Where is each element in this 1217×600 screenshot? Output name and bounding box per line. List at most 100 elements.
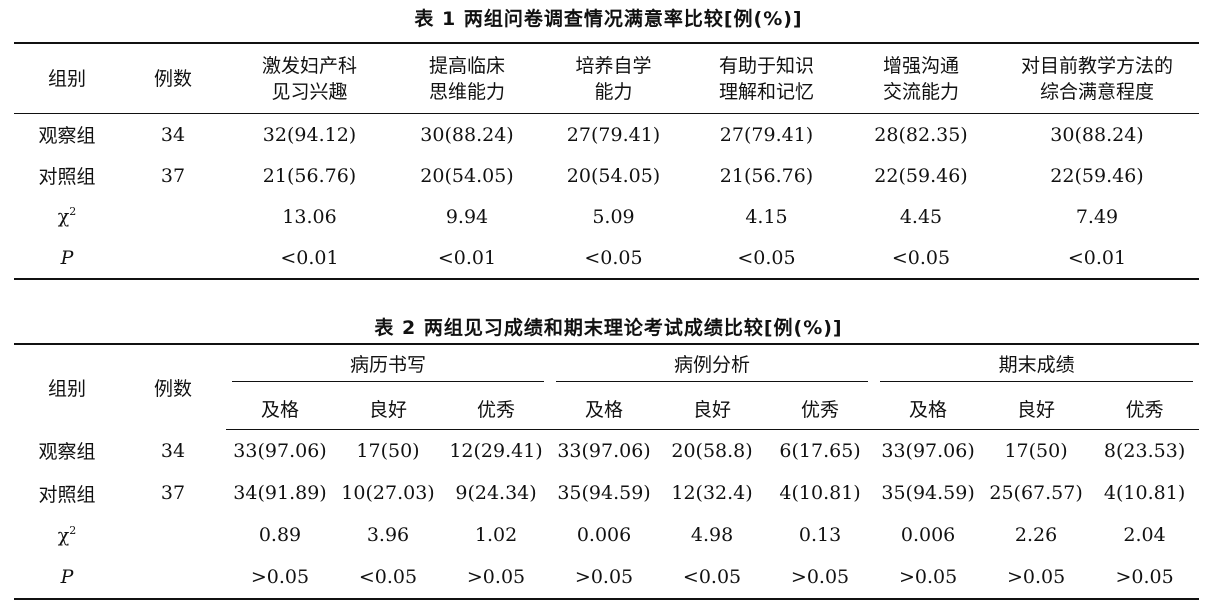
table-cell: 37 <box>160 482 186 504</box>
table-cell: 9(24.34) <box>455 482 537 504</box>
table-cell: <0.01 <box>280 246 339 269</box>
table-cell: 7.49 <box>1075 205 1119 228</box>
table-cell: 对照组 <box>38 483 96 506</box>
table-cell: >0.05 <box>898 566 958 588</box>
table-cell: >0.05 <box>1115 566 1174 588</box>
table-cell: 4(10.81) <box>1103 482 1186 504</box>
table1-header-cell: 对目前教学方法的 综合满意程度 <box>995 43 1199 114</box>
table2-subheader-row: 及格 良好 优秀 及格 良好 优秀 及格 良好 优秀 <box>14 387 1200 430</box>
table-cell: <0.01 <box>1067 246 1127 269</box>
table2-subheader: 良好 <box>658 387 767 430</box>
table-cell: 10(27.03) <box>341 482 435 504</box>
table-cell: 观察组 <box>38 125 96 147</box>
table1-header-cell: 提高临床 思维能力 <box>393 43 541 114</box>
table-cell: >0.05 <box>574 566 634 588</box>
table-cell: 0.006 <box>576 524 632 546</box>
table-cell: 17(50) <box>1004 440 1068 462</box>
table-cell: 17(50) <box>356 440 420 462</box>
table-cell: 30(88.24) <box>1050 123 1144 146</box>
table2-group-header-row: 组别 例数 病历书写 病例分析 期末成绩 <box>14 344 1199 400</box>
table-cell: 0.89 <box>258 524 302 546</box>
table-cell: 20(54.05) <box>566 164 661 187</box>
table-row: χ2 0.89 3.96 1.02 0.006 4.98 0.13 0.006 … <box>14 514 1199 556</box>
table-cell: 4.98 <box>690 524 734 546</box>
table-cell: 28(82.35) <box>874 123 968 146</box>
table-cell: 35(94.59) <box>557 482 651 504</box>
p-value-label: P <box>60 246 74 269</box>
table2-group-header: 期末成绩 <box>874 344 1199 387</box>
table-cell: 20(54.05) <box>420 164 514 187</box>
table-cell: 34 <box>160 123 186 146</box>
table1: 组别 例数 激发妇产科 见习兴趣 提高临床 思维能力 培养自学 能力 有助于知识 理解和… <box>14 42 1199 280</box>
table-cell: <0.05 <box>584 246 643 269</box>
table-cell: <0.05 <box>358 566 418 588</box>
table-cell: 观察组 <box>38 441 96 464</box>
table1-header-cell: 有助于知识 理解和记忆 <box>686 43 847 114</box>
table-cell: >0.05 <box>466 566 526 588</box>
table2-subheader: 优秀 <box>442 387 551 430</box>
table-cell: 22(59.46) <box>1050 164 1144 187</box>
table-cell: 21(56.76) <box>719 164 814 187</box>
table-cell: 12(29.41) <box>449 440 543 462</box>
table2-subheader: 优秀 <box>1090 387 1200 430</box>
table-cell: 4.15 <box>745 205 788 228</box>
table-cell: 25(67.57) <box>989 482 1083 504</box>
table-cell: 27(79.41) <box>566 123 661 146</box>
table1-header-cell: 激发妇产科 见习兴趣 <box>226 43 393 114</box>
table2-subheader: 及格 <box>874 387 983 430</box>
table-row: χ2 13.06 9.94 5.09 4.15 4.45 7.49 <box>14 196 1199 237</box>
table-cell: 21(56.76) <box>262 164 357 187</box>
table-cell: 27(79.41) <box>719 123 814 146</box>
p-value-label: P <box>60 566 74 588</box>
table-cell: 8(23.53) <box>1103 440 1186 462</box>
chi-square-label: χ2 <box>57 205 77 228</box>
table1-header-cell: 例数 <box>120 43 226 114</box>
chi-square-label: χ2 <box>57 523 77 547</box>
table1-header-cell: 组别 <box>14 43 120 114</box>
table-cell: 33(97.06) <box>557 440 651 462</box>
table-cell: 33(97.06) <box>233 440 327 462</box>
table1-header-cell: 增强沟通 交流能力 <box>847 43 995 114</box>
table-cell: 对照组 <box>38 166 96 188</box>
table-cell: 37 <box>160 164 186 187</box>
table-cell: >0.05 <box>250 566 310 588</box>
table1-header-row: 组别 例数 激发妇产科 见习兴趣 提高临床 思维能力 培养自学 能力 有助于知识 理解和… <box>14 43 1199 114</box>
table2-subheader: 良好 <box>334 387 442 430</box>
table-cell: 34 <box>160 439 186 462</box>
table-row: P >0.05 <0.05 >0.05 >0.05 <0.05 >0.05 >0… <box>14 556 1199 599</box>
table-cell: <0.05 <box>891 246 951 269</box>
table-cell: 2.26 <box>1014 524 1058 546</box>
table-cell <box>120 237 226 279</box>
table-cell: 22(59.46) <box>874 164 968 187</box>
table2: 组别 例数 病历书写 病例分析 期末成绩 及格 良好 优秀 及格 良好 优秀 及… <box>14 343 1200 600</box>
table-cell: 5.09 <box>592 205 635 228</box>
table-cell: <0.05 <box>737 246 796 269</box>
table-cell <box>120 556 226 599</box>
table-row: P <0.01 <0.01 <0.05 <0.05 <0.05 <0.01 <box>14 237 1199 279</box>
table-cell: 4(10.81) <box>779 482 861 504</box>
table2-subheader: 及格 <box>226 387 334 430</box>
table-cell: 3.96 <box>366 524 410 546</box>
table-cell: 0.13 <box>798 524 842 546</box>
table2-subheader: 优秀 <box>766 387 875 430</box>
table-cell: <0.01 <box>437 246 497 269</box>
table-row: 观察组 34 32(94.12) 30(88.24) 27(79.41) 27(… <box>14 114 1199 156</box>
table-cell: 20(58.8) <box>671 440 753 462</box>
table2-header-cell: 组别 <box>47 377 86 400</box>
table1-caption: 表 1 两组问卷调查情况满意率比较[例(%)] <box>414 8 803 30</box>
table2-subheader: 良好 <box>982 387 1091 430</box>
table-cell: >0.05 <box>790 566 850 588</box>
table2-caption: 表 2 两组见习成绩和期末理论考试成绩比较[例(%)] <box>374 317 843 339</box>
table-cell: 6(17.65) <box>779 440 861 462</box>
table-cell: 13.06 <box>282 205 337 228</box>
table-cell <box>120 196 226 237</box>
table-cell: 1.02 <box>474 524 518 546</box>
table-row: 对照组 37 34(91.89) 10(27.03) 9(24.34) 35(9… <box>14 472 1199 514</box>
table-cell: 12(32.4) <box>671 482 753 504</box>
table-cell: 9.94 <box>445 205 489 228</box>
table1-header-cell: 培养自学 能力 <box>541 43 686 114</box>
table-cell: 4.45 <box>899 205 943 228</box>
table-cell: 33(97.06) <box>881 440 975 462</box>
table-cell: 32(94.12) <box>262 123 357 146</box>
table-row: 对照组 37 21(56.76) 20(54.05) 20(54.05) 21(… <box>14 155 1199 196</box>
